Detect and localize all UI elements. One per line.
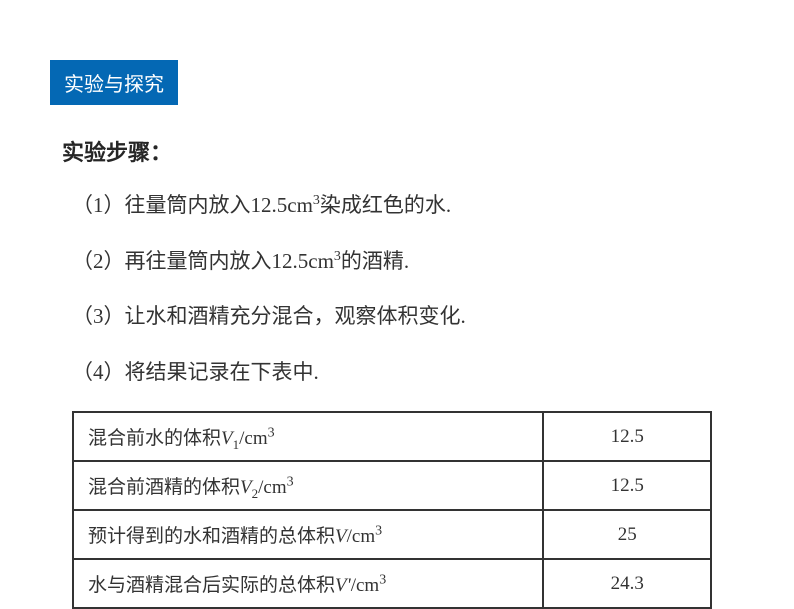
step-3: （3）让水和酒精充分混合，观察体积变化. [72, 300, 744, 334]
step-text-b: 的酒精. [341, 249, 409, 273]
unit: /cm [239, 428, 268, 449]
label-text: 混合前酒精的体积 [88, 477, 240, 498]
row-label: 水与酒精混合后实际的总体积V'/cm3 [73, 559, 543, 608]
label-text: 混合前水的体积 [88, 428, 221, 449]
table-row: 混合前水的体积V1/cm3 12.5 [73, 412, 711, 461]
row-label: 预计得到的水和酒精的总体积V/cm3 [73, 510, 543, 559]
step-text-a: 让水和酒精充分混合，观察体积变化. [125, 304, 466, 328]
unit: /cm [347, 526, 376, 547]
unit-sup: 3 [268, 426, 275, 441]
step-num: 12.5cm [251, 193, 313, 217]
step-num: 12.5cm [272, 249, 334, 273]
unit-sup: 3 [379, 573, 386, 588]
step-sup: 3 [334, 249, 341, 264]
step-sup: 3 [313, 193, 320, 208]
step-2: （2）再往量筒内放入12.5cm3的酒精. [72, 245, 744, 279]
row-label: 混合前水的体积V1/cm3 [73, 412, 543, 461]
section-badge: 实验与探究 [50, 60, 178, 105]
step-text-a: 往量筒内放入 [125, 193, 251, 217]
row-value: 24.3 [543, 559, 711, 608]
var: V [240, 477, 252, 498]
row-value: 25 [543, 510, 711, 559]
row-label: 混合前酒精的体积V2/cm3 [73, 461, 543, 510]
table-row: 混合前酒精的体积V2/cm3 12.5 [73, 461, 711, 510]
step-1: （1）往量筒内放入12.5cm3染成红色的水. [72, 189, 744, 223]
step-4: （4）将结果记录在下表中. [72, 356, 744, 390]
subtitle: 实验步骤： [62, 135, 744, 167]
label-text: 水与酒精混合后实际的总体积 [88, 575, 335, 596]
step-text-a: 再往量筒内放入 [125, 249, 272, 273]
step-prefix: （4） [72, 360, 125, 384]
unit-sup: 3 [287, 475, 294, 490]
table-row: 预计得到的水和酒精的总体积V/cm3 25 [73, 510, 711, 559]
var: V [335, 526, 347, 547]
unit-sup: 3 [375, 524, 382, 539]
table-row: 水与酒精混合后实际的总体积V'/cm3 24.3 [73, 559, 711, 608]
label-text: 预计得到的水和酒精的总体积 [88, 526, 335, 547]
step-text-b: 染成红色的水. [320, 193, 451, 217]
var: V [221, 428, 233, 449]
step-prefix: （1） [72, 193, 125, 217]
step-prefix: （3） [72, 304, 125, 328]
unit: /cm [258, 477, 287, 498]
var: V' [335, 575, 351, 596]
unit: /cm [351, 575, 380, 596]
row-value: 12.5 [543, 461, 711, 510]
results-table: 混合前水的体积V1/cm3 12.5 混合前酒精的体积V2/cm3 12.5 预… [72, 411, 712, 609]
step-prefix: （2） [72, 249, 125, 273]
row-value: 12.5 [543, 412, 711, 461]
step-text-a: 将结果记录在下表中. [125, 360, 319, 384]
